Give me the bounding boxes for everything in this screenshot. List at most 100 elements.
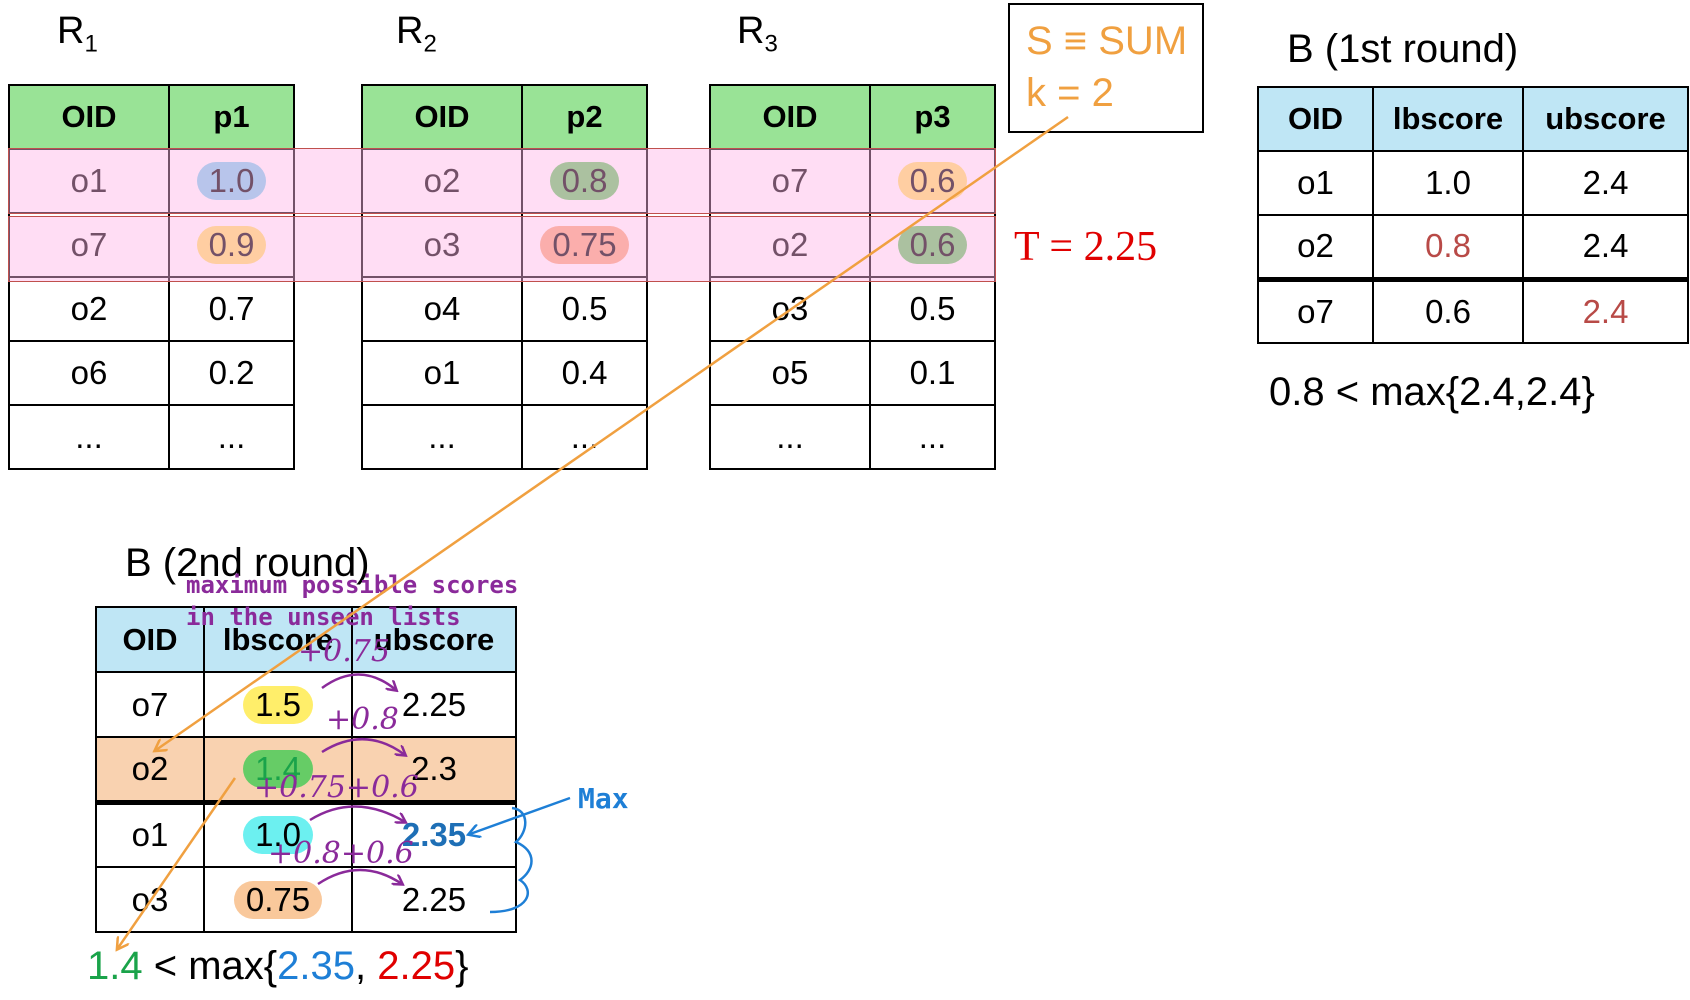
header-cell: OID bbox=[1257, 86, 1374, 152]
round2-title: B (2nd round) bbox=[125, 541, 370, 585]
table-row: ... ... bbox=[709, 404, 996, 470]
table-row: o3 0.75 bbox=[361, 212, 648, 278]
oid-cell: o3 bbox=[361, 212, 523, 278]
relation-label-r2: R2 bbox=[396, 10, 437, 58]
score-cell: ... bbox=[869, 404, 996, 470]
hand-note-3: +0.75+0.6 bbox=[254, 770, 419, 805]
header-cell: lbscore bbox=[1372, 86, 1524, 152]
table-row: ... ... bbox=[8, 404, 295, 470]
header-cell: lbscore bbox=[203, 606, 353, 673]
oid-cell: o5 bbox=[709, 340, 871, 406]
round2-table: OID lbscore ubscore o7 1.5 2.25 o2 1.4 2… bbox=[95, 606, 517, 933]
blue-arrow-icon bbox=[470, 796, 571, 834]
round2-condition: 1.4 < max{2.35, 2.25} bbox=[87, 944, 468, 989]
oid-cell: ... bbox=[709, 404, 871, 470]
score-cell: 0.75 bbox=[521, 212, 648, 278]
round1-title: B (1st round) bbox=[1287, 27, 1519, 71]
orange-arrow-icon bbox=[118, 777, 237, 948]
score-cell: 0.9 bbox=[168, 212, 295, 278]
lbscore-cell: 0.6 bbox=[1372, 278, 1524, 344]
header-cell: OID bbox=[95, 606, 205, 673]
table-row: o1 0.4 bbox=[361, 340, 648, 406]
table-row: o4 0.5 bbox=[361, 276, 648, 342]
oid-cell: o1 bbox=[95, 801, 205, 868]
relation-table-r1: OID p1 o1 1.0 o7 0.9 o2 0.7 o6 0.2 ... .… bbox=[8, 84, 295, 470]
relation-label-r3: R3 bbox=[737, 10, 778, 58]
oid-cell: o2 bbox=[8, 276, 170, 342]
score-cell: ... bbox=[521, 404, 648, 470]
condition-sep: , bbox=[354, 944, 378, 988]
table-row: o7 0.6 2.4 bbox=[1257, 278, 1689, 344]
header-cell: OID bbox=[709, 84, 871, 150]
aggregation-function: S ≡ SUM bbox=[1026, 19, 1188, 63]
table-row: ... ... bbox=[361, 404, 648, 470]
lbscore-cell: 1.0 bbox=[1372, 150, 1524, 216]
oid-cell: ... bbox=[361, 404, 523, 470]
annotation-line2: in the unseen lists bbox=[186, 603, 461, 631]
oid-cell: o7 bbox=[709, 148, 871, 214]
score-cell: 1.0 bbox=[168, 148, 295, 214]
oid-cell: ... bbox=[8, 404, 170, 470]
ubscore-cell: 2.4 bbox=[1522, 150, 1689, 216]
lbscore-value: 1.5 bbox=[243, 685, 313, 724]
condition-op: < max{ bbox=[142, 944, 278, 988]
condition-a: 2.35 bbox=[277, 944, 355, 988]
condition-lhs: 1.4 bbox=[87, 944, 143, 988]
table-row: o1 1.0 bbox=[8, 148, 295, 214]
lbscore-cell: 0.8 bbox=[1372, 214, 1524, 282]
table-row: o6 0.2 bbox=[8, 340, 295, 406]
header-cell: ubscore bbox=[351, 606, 517, 673]
table-row: o2 0.6 bbox=[709, 212, 996, 278]
score-cell: 0.8 bbox=[521, 148, 648, 214]
table-row: o2 0.8 bbox=[361, 148, 648, 214]
header-cell: OID bbox=[361, 84, 523, 150]
purple-curve-arrow-icon bbox=[321, 738, 405, 755]
annotation-line1: maximum possible scores bbox=[186, 571, 519, 599]
condition-close: } bbox=[455, 944, 469, 988]
k-value: k = 2 bbox=[1026, 71, 1114, 115]
lbscore-cell: 1.5 bbox=[203, 671, 353, 738]
ubscore-cell: 2.25 bbox=[351, 866, 517, 933]
oid-cell: o1 bbox=[8, 148, 170, 214]
oid-cell: o2 bbox=[709, 212, 871, 278]
lbscore-value: 0.75 bbox=[233, 880, 323, 919]
score-value: 0.9 bbox=[196, 226, 267, 264]
oid-cell: o7 bbox=[1257, 278, 1374, 344]
header-cell: p2 bbox=[521, 84, 648, 150]
oid-cell: o1 bbox=[361, 340, 523, 406]
ubscore-cell: 2.35 bbox=[351, 801, 517, 868]
header-cell: p3 bbox=[869, 84, 996, 150]
score-value: 0.75 bbox=[540, 226, 629, 264]
oid-cell: o6 bbox=[8, 340, 170, 406]
oid-cell: o7 bbox=[95, 671, 205, 738]
header-cell: OID bbox=[8, 84, 170, 150]
lbscore-value: 1.4 bbox=[243, 749, 313, 788]
header-cell: ubscore bbox=[1522, 86, 1689, 152]
table-row: o7 0.9 bbox=[8, 212, 295, 278]
ubscore-cell: 2.4 bbox=[1522, 214, 1689, 282]
round1-table: OID lbscore ubscore o1 1.0 2.4 o2 0.8 2.… bbox=[1257, 86, 1689, 344]
table-row: o5 0.1 bbox=[709, 340, 996, 406]
score-cell: 0.5 bbox=[869, 276, 996, 342]
score-cell: 0.6 bbox=[869, 212, 996, 278]
hand-note-4: +0.8+0.6 bbox=[268, 836, 414, 871]
score-cell: ... bbox=[168, 404, 295, 470]
header-cell: p1 bbox=[168, 84, 295, 150]
purple-curve-arrow-icon bbox=[309, 805, 405, 822]
score-cell: 0.7 bbox=[168, 276, 295, 342]
score-cell: 0.1 bbox=[869, 340, 996, 406]
ubscore-cell: 2.25 bbox=[351, 671, 517, 738]
oid-cell: o2 bbox=[361, 148, 523, 214]
oid-cell: o7 bbox=[8, 212, 170, 278]
table-row: o2 0.7 bbox=[8, 276, 295, 342]
oid-cell: o2 bbox=[1257, 214, 1374, 282]
oid-cell: o2 bbox=[95, 736, 205, 805]
table-row: o7 1.5 2.25 bbox=[95, 671, 517, 738]
score-value: 1.0 bbox=[196, 162, 267, 200]
ubscore-cell: 2.4 bbox=[1522, 278, 1689, 344]
round1-condition: 0.8 < max{2.4,2.4} bbox=[1269, 370, 1595, 414]
ubscore-cell: 2.3 bbox=[351, 736, 517, 805]
relation-table-r2: OID p2 o2 0.8 o3 0.75 o4 0.5 o1 0.4 ... … bbox=[361, 84, 648, 470]
threshold-label: T = 2.25 bbox=[1014, 224, 1158, 270]
